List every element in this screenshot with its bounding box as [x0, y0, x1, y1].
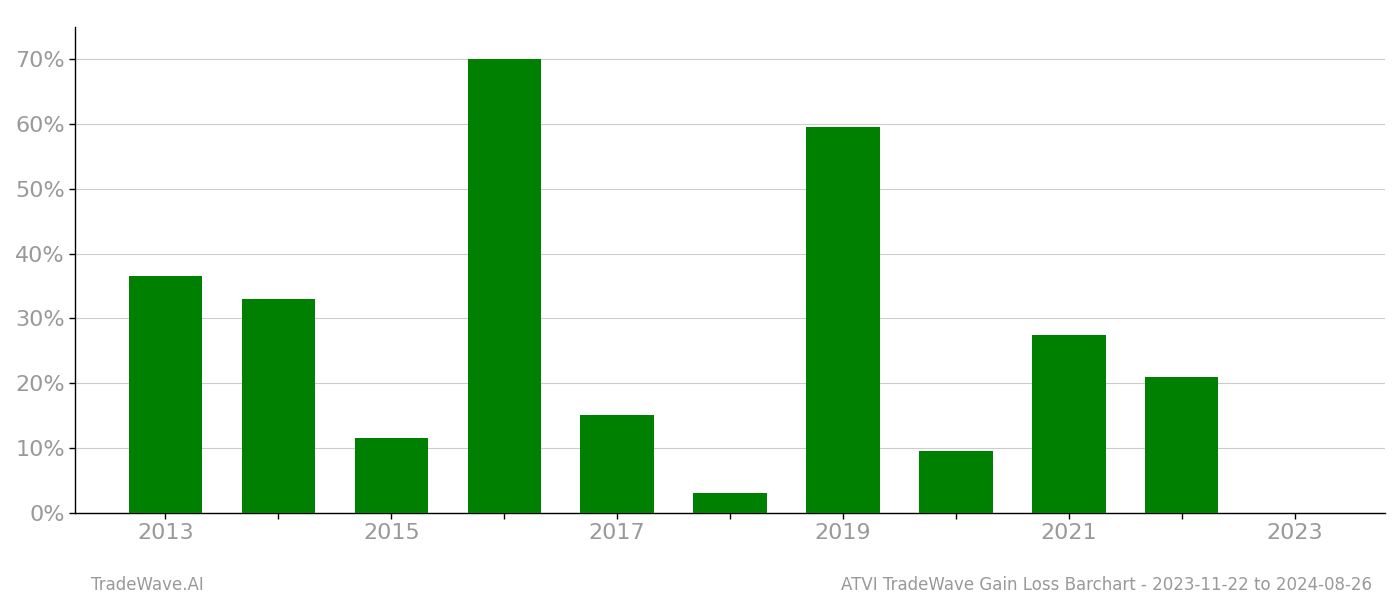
Bar: [468, 59, 540, 512]
Bar: [1032, 335, 1106, 512]
Bar: [693, 493, 767, 512]
Bar: [242, 299, 315, 512]
Bar: [920, 451, 993, 512]
Bar: [354, 438, 428, 512]
Text: ATVI TradeWave Gain Loss Barchart - 2023-11-22 to 2024-08-26: ATVI TradeWave Gain Loss Barchart - 2023…: [841, 576, 1372, 594]
Bar: [1145, 377, 1218, 512]
Bar: [806, 127, 879, 512]
Bar: [129, 276, 202, 512]
Bar: [581, 415, 654, 512]
Text: TradeWave.AI: TradeWave.AI: [91, 576, 204, 594]
